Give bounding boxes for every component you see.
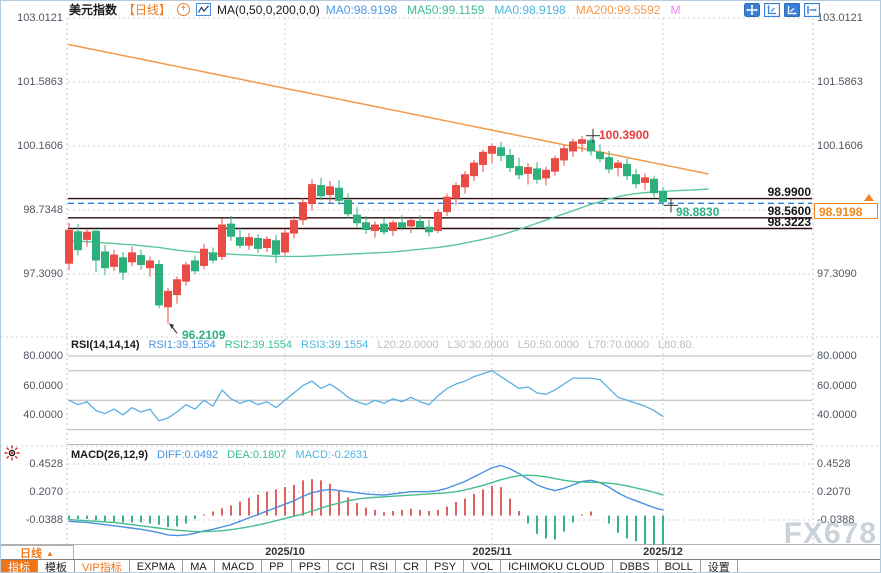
pan-icon[interactable] — [744, 3, 760, 17]
y-axis-scale-icon[interactable] — [764, 3, 780, 17]
shift-right-icon[interactable] — [804, 3, 820, 17]
level-label-0: 98.9900 — [767, 185, 811, 200]
macd-axis-tick-left: 0.2070 — [29, 486, 63, 499]
toolbar-button-12[interactable]: VOL — [464, 560, 502, 572]
month-label-1: 2025/11 — [472, 546, 512, 558]
macd-axis-tick-left: 0.4528 — [29, 458, 63, 471]
price-axis-tick-right: 100.1606 — [817, 139, 863, 152]
macd-value-1: DEA:0.1807 — [227, 449, 287, 461]
header-bar: 美元指数 【日线】 + MA(0,50,0,200,0,0) MA0:98.91… — [69, 2, 681, 18]
symbol-title: 美元指数 — [69, 3, 118, 17]
month-label-0: 2025/10 — [265, 546, 305, 558]
ma-value-2: MA0:98.9198 — [494, 2, 566, 17]
toolbar-button-2[interactable]: VIP指标 — [75, 560, 130, 572]
ma-value-1: MA50:99.1159 — [407, 2, 485, 17]
macd-axis-tick-right: 0.4528 — [817, 458, 851, 471]
toolbar-button-4[interactable]: MA — [183, 560, 215, 572]
toolbar-button-13[interactable]: ICHIMOKU CLOUD — [501, 560, 613, 572]
chart-type-icon[interactable] — [196, 3, 212, 16]
ma-formula: MA(0,50,0,200,0,0) — [217, 2, 320, 17]
toolbar-button-10[interactable]: CR — [396, 560, 428, 572]
price-axis-tick-left: 103.0121 — [17, 12, 63, 24]
price-axis-tick-right: 103.0121 — [817, 12, 863, 24]
macd-title: MACD(26,12,9) — [71, 449, 149, 461]
toolbar-button-11[interactable]: PSY — [427, 560, 465, 572]
toolbar-button-8[interactable]: CCI — [329, 560, 363, 572]
indicator-toolbar: 指标 模板 VIP指标 EXPMA MA MACD PP PPS CCI RSI CR PSY VOL I… — [1, 559, 880, 572]
rsi-value-6: L70:70.0000 — [587, 339, 650, 351]
macd-axis-tick-left: -0.0388 — [25, 514, 63, 527]
x-axis-scale-icon[interactable] — [784, 3, 800, 17]
price-axis-tick-right: 101.5863 — [817, 76, 863, 88]
rsi-value-5: L50:50.0000 — [517, 339, 579, 351]
toolbar-button-6[interactable]: PP — [262, 560, 292, 572]
level-label-1: 98.5600 — [767, 204, 811, 219]
rsi-header: RSI(14,14,14) RSI1:39.1554 RSI2:39.1554 RS… — [71, 339, 695, 351]
rsi-value-0: RSI1:39.1554 — [148, 339, 216, 351]
rsi-value-4: L30:30.0000 — [447, 339, 509, 351]
macd-value-0: DIFF:0.0492 — [157, 449, 219, 461]
period-tag: 【日线】 — [123, 3, 172, 17]
high-price-label: 100.3900 — [599, 127, 650, 142]
price-up-arrow-icon — [864, 194, 874, 201]
header-toolbar — [744, 3, 820, 17]
rsi-axis-tick-left: 80.0000 — [23, 350, 63, 362]
ma-value-0: MA0:98.9198 — [325, 2, 398, 17]
rsi-axis-tick-right: 60.0000 — [817, 379, 857, 392]
price-axis-tick-left: 97.3090 — [23, 267, 63, 280]
live-indicator-icon — [4, 445, 20, 461]
toolbar-button-5[interactable]: MACD — [215, 560, 263, 572]
toolbar-button-15[interactable]: BOLL — [658, 560, 701, 572]
toolbar-button-9[interactable]: RSI — [363, 560, 397, 572]
ma-value-4: M — [670, 2, 681, 17]
level-label-2: 98.3223 — [767, 215, 811, 229]
rsi-value-1: RSI2:39.1554 — [224, 339, 293, 351]
macd-value-2: MACD:-0.2631 — [295, 449, 369, 461]
ma-value-3: MA200:99.5592 — [575, 2, 661, 17]
plus-circle-icon[interactable]: + — [177, 3, 191, 16]
current-price-box: 98.9198 — [814, 203, 878, 219]
macd-values: DIFF:0.0492 DEA:0.1807 MACD:-0.2631 — [157, 449, 368, 461]
low-price-label: 96.2109 — [182, 328, 226, 343]
toolbar-button-7[interactable]: PPS — [292, 560, 329, 572]
rsi-axis-tick-left: 40.0000 — [23, 409, 63, 421]
period-label: 日线 — [20, 548, 43, 560]
rsi-axis-tick-left: 60.0000 — [23, 379, 63, 392]
month-label-2: 2025/12 — [643, 546, 683, 558]
toolbar-button-1[interactable]: 模板 — [38, 560, 75, 572]
last-low-price-label: 98.8830 — [676, 205, 720, 220]
rsi-axis-tick-right: 40.0000 — [817, 409, 857, 421]
price-axis-tick-left: 101.5863 — [17, 76, 63, 88]
rsi-value-3: L20:20.0000 — [377, 339, 439, 351]
rsi-axis-tick-right: 80.0000 — [817, 350, 857, 362]
rsi-value-2: RSI3:39.1554 — [301, 339, 369, 351]
toolbar-button-14[interactable]: DBBS — [613, 560, 658, 572]
period-selector[interactable]: 日线 ▲ — [1, 545, 74, 561]
up-triangle-icon: ▲ — [46, 548, 54, 558]
ma-values: MA0:98.9198 MA50:99.1159 MA0:98.9198 MA200:… — [326, 3, 681, 17]
price-axis-tick-right: 97.3090 — [817, 267, 857, 280]
rsi-value-7: L80:80. — [658, 339, 695, 351]
toolbar-button-3[interactable]: EXPMA — [130, 560, 184, 572]
toolbar-button-0[interactable]: 指标 — [1, 560, 38, 572]
rsi-title: RSI(14,14,14) — [71, 339, 140, 351]
macd-axis-tick-right: -0.0388 — [817, 514, 855, 527]
macd-header: MACD(26,12,9) DIFF:0.0492 DEA:0.1807 MACD:… — [71, 449, 368, 461]
toolbar-button-16[interactable]: 设置 — [701, 560, 738, 572]
rsi-values: RSI1:39.1554 RSI2:39.1554 RSI3:39.1554 L20:… — [148, 339, 694, 351]
macd-axis-tick-right: 0.2070 — [817, 486, 851, 499]
price-axis-tick-left: 98.7348 — [23, 203, 63, 216]
price-axis-tick-left: 100.1606 — [17, 139, 63, 152]
